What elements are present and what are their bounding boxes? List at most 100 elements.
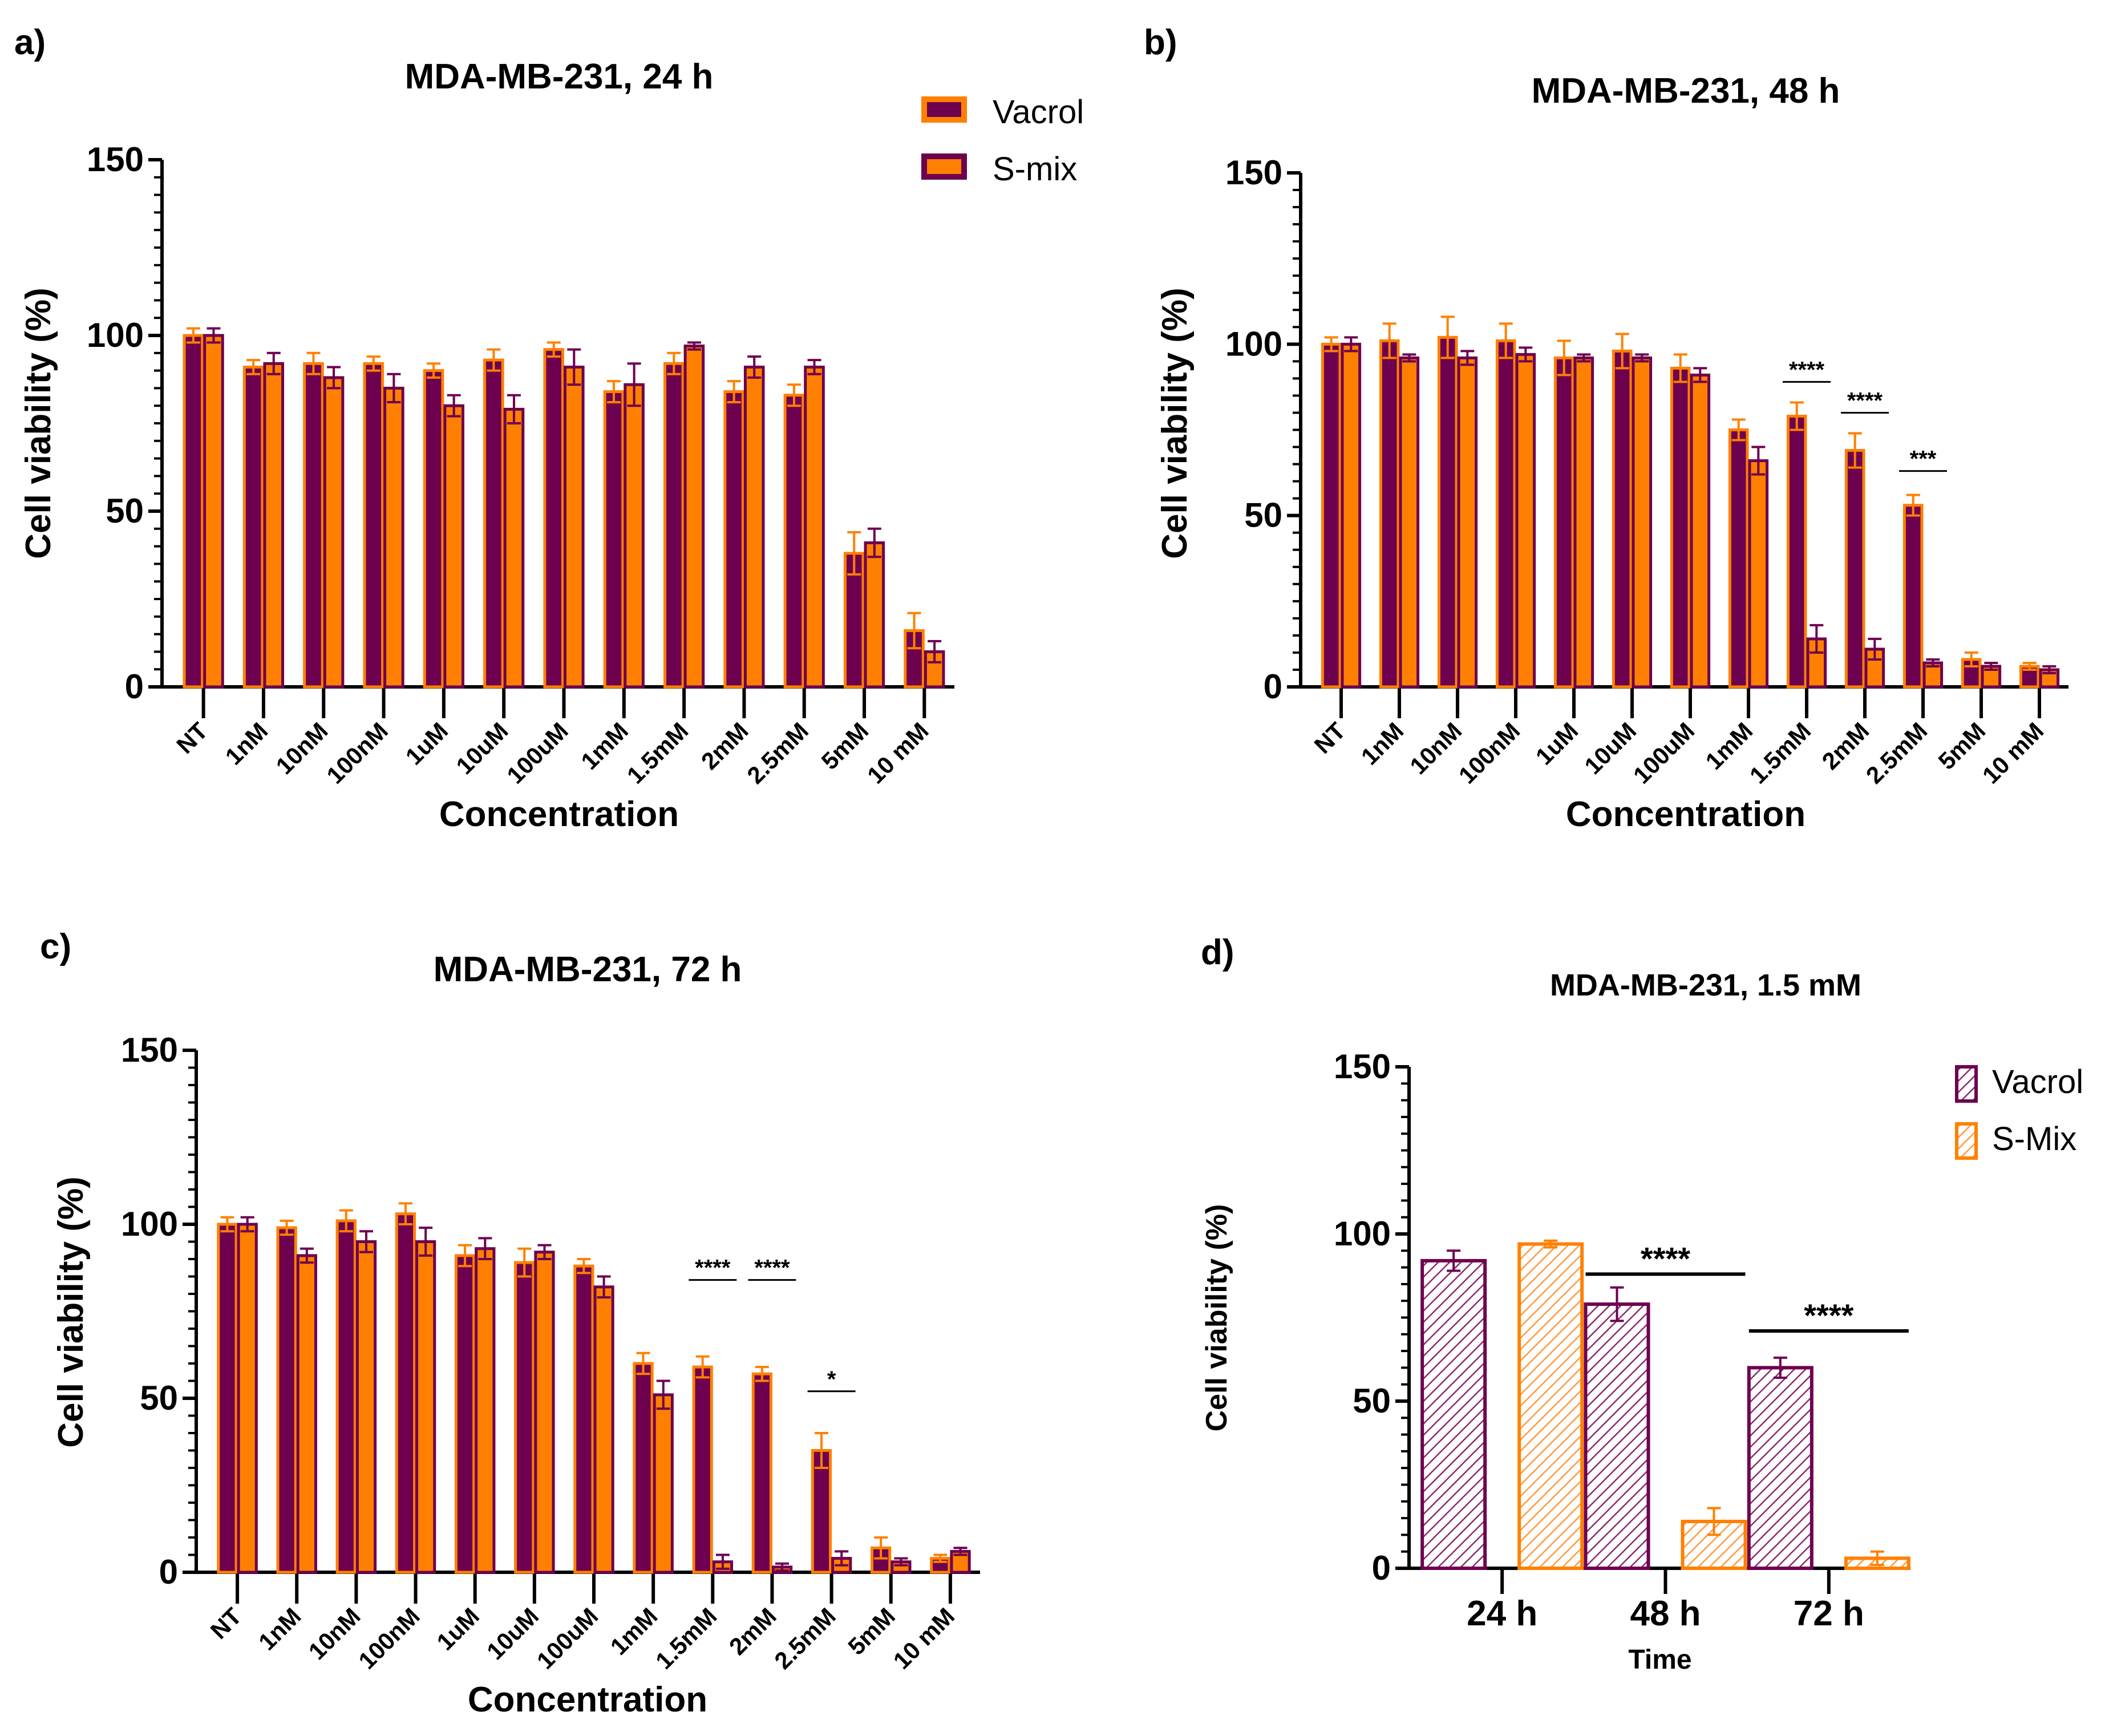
bar-vacrol-10nM (1437, 335, 1458, 689)
legend-label: Vacrol (1992, 1063, 2083, 1100)
bar-vacrol-1uM (423, 369, 444, 689)
y-tick-label: 100 (87, 316, 144, 354)
significance-stars: **** (1804, 1297, 1853, 1333)
y-tick-label: 100 (1334, 1215, 1391, 1253)
x-tick-label: 10 mM (1977, 717, 2049, 789)
chart-title: MDA-MB-231, 72 h (434, 950, 742, 989)
x-tick-label: 100nM (1454, 717, 1525, 789)
bar-s-mix-1mM (653, 1393, 674, 1574)
bar-s-mix-10uM (503, 407, 525, 689)
bar-vacrol-1mM (1728, 428, 1749, 689)
bar-s-mix-1nM (296, 1254, 317, 1574)
significance-stars: **** (1847, 388, 1883, 413)
chart-panel-d: d) MDA-MB-231, 1.5 mM Cell viability (%) Ti… (1200, 933, 2083, 1675)
panel-label: a) (14, 23, 46, 62)
significance-stars: **** (754, 1256, 790, 1281)
x-tick-label: 10 mM (862, 717, 934, 789)
x-tick-label: 1nM (253, 1603, 306, 1656)
bar-vacrol-100uM (573, 1264, 594, 1574)
bar-s-mix-1uM (1573, 356, 1594, 689)
x-tick-label: 2.5mM (769, 1603, 841, 1674)
y-tick-label: 50 (106, 492, 144, 530)
bar-vacrol-10uM (514, 1261, 535, 1574)
bar-vacrol-1uM (454, 1254, 476, 1574)
bar-vacrol-1nM (242, 365, 264, 689)
x-axis-label: Time (1628, 1645, 1691, 1675)
chart-panel-b: b) MDA-MB-231, 48 h Cell viability (%) Conc… (1144, 23, 2068, 834)
legend-label: S-Mix (1992, 1120, 2076, 1158)
x-tick-label: 1nM (1356, 717, 1409, 770)
bar-vacrol-10uM (483, 358, 504, 689)
x-tick-label: 72 h (1794, 1594, 1864, 1633)
y-axis-label: Cell viability (%) (1200, 1204, 1233, 1432)
x-tick-label: 1uM (1531, 717, 1584, 770)
bar-s-mix-100nM (415, 1240, 436, 1574)
y-tick-label: 150 (121, 1031, 178, 1069)
bar-s-mix-100uM (593, 1285, 614, 1574)
y-tick-label: 0 (1264, 667, 1282, 706)
bar-vacrol-100nM (1495, 339, 1516, 689)
bar-vacrol-72h (1747, 1366, 1814, 1570)
chart-title: MDA-MB-231, 1.5 mM (1550, 968, 1861, 1002)
legend-swatch-s-mix (1955, 1122, 1978, 1160)
y-axis-label: Cell viability (%) (51, 1176, 91, 1447)
x-tick-label: 5mM (816, 717, 873, 775)
bar-vacrol-1nM (276, 1226, 297, 1574)
bar-vacrol-1mM (603, 390, 625, 689)
legend-label: S-mix (993, 151, 1077, 188)
y-tick-label: 150 (1225, 153, 1282, 192)
x-tick-label: 100uM (532, 1603, 604, 1674)
y-tick-label: 50 (1244, 496, 1282, 535)
x-axis-label: Concentration (439, 795, 679, 834)
y-tick-label: 150 (87, 140, 144, 179)
bar-s-mix-2mM (743, 365, 765, 689)
bar-vacrol-2.5mM (783, 394, 805, 689)
significance-stars: **** (1641, 1240, 1690, 1276)
y-tick-label: 50 (1353, 1382, 1391, 1420)
bar-vacrol-48h (1584, 1302, 1650, 1571)
bar-vacrol-2.5mM (1902, 504, 1924, 689)
bar-vacrol-100nM (363, 362, 384, 689)
x-tick-label: NT (1309, 717, 1351, 759)
panel-label: b) (1144, 23, 1177, 62)
x-tick-label: NT (171, 717, 213, 759)
bar-vacrol-1nM (1379, 339, 1400, 689)
x-tick-label: 100uM (501, 717, 573, 789)
y-tick-label: 50 (140, 1379, 178, 1417)
x-tick-label: 48 h (1630, 1594, 1701, 1633)
legend-label: Vacrol (993, 94, 1084, 131)
bar-vacrol-24h (1420, 1259, 1487, 1570)
panel-label: c) (40, 927, 71, 966)
panel-label: d) (1201, 933, 1234, 972)
bar-s-mix-1nM (1399, 356, 1420, 689)
bar-vacrol-100uM (543, 348, 565, 689)
bar-s-mix-2.5mM (804, 365, 825, 689)
significance-stars: **** (695, 1256, 731, 1281)
y-tick-label: 100 (1225, 325, 1282, 363)
y-axis-label: Cell viability (%) (1155, 288, 1195, 559)
x-tick-label: 1nM (220, 717, 273, 770)
x-tick-label: 100nM (321, 717, 393, 789)
x-tick-label: 1uM (431, 1603, 484, 1656)
bar-s-mix-10nM (323, 376, 345, 689)
y-tick-label: 150 (1334, 1047, 1391, 1086)
bar-vacrol-NT (217, 1223, 238, 1574)
x-tick-label: 1.5mM (622, 717, 694, 789)
bar-vacrol-1mM (633, 1362, 654, 1574)
bar-vacrol-2mM (751, 1372, 772, 1574)
bar-vacrol-1.5mM (663, 362, 685, 689)
bar-s-mix-NT (237, 1223, 258, 1574)
bar-vacrol-1.5mM (1786, 414, 1807, 689)
significance-stars: *** (1910, 447, 1937, 472)
bar-vacrol-100nM (395, 1212, 416, 1574)
legend-swatch-vacrol (1955, 1065, 1978, 1103)
bar-vacrol-1.5mM (692, 1365, 713, 1574)
bar-s-mix-5mM (864, 541, 885, 689)
x-tick-label: 2.5mM (742, 717, 813, 789)
x-axis-label: Concentration (468, 1680, 707, 1719)
bar-vacrol-2mM (1844, 449, 1865, 689)
x-tick-label: 1mM (576, 717, 633, 775)
bar-vacrol-10uM (1612, 349, 1633, 689)
chart-panel-c: c) MDA-MB-231, 72 h Cell viability (%) Conc… (40, 927, 980, 1719)
